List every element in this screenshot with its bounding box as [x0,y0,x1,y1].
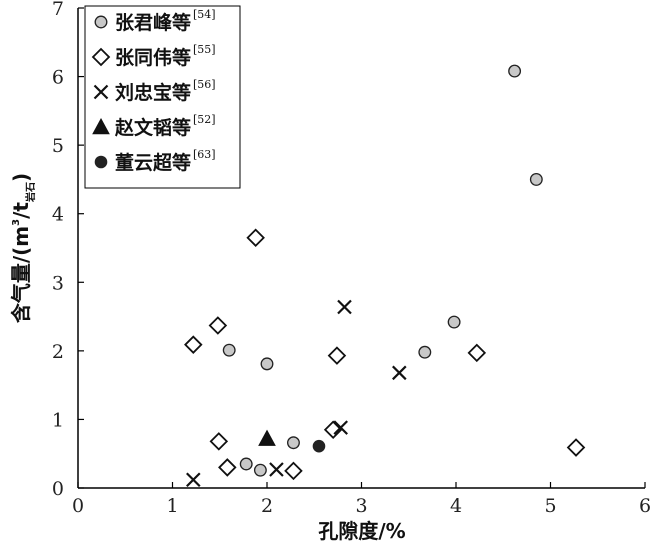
series-2 [186,299,407,488]
data-point [239,457,253,471]
tick-labels: 0 1 2 3 4 5 6 0 1 2 3 4 5 6 7 [52,0,650,517]
legend-ref: [63] [193,148,216,161]
data-point [246,228,265,247]
data-point [284,461,303,481]
data-point [222,343,236,357]
data-point [323,420,343,439]
axes [77,7,646,489]
legend-ref: [54] [193,8,216,21]
legend-entry: 赵文韬等 [114,116,191,139]
data-point [392,365,407,381]
data-point [287,436,300,450]
y-tick-label: 1 [52,409,64,431]
x-tick-label: 1 [166,495,178,517]
x-tick-label: 6 [639,495,650,517]
data-point [253,463,267,477]
data-point [447,315,461,329]
data-point [184,335,203,354]
data-point [260,357,274,371]
data-point [467,343,487,363]
data-point [508,64,522,78]
data-point [312,439,326,453]
legend-entry: 张君峰等 [115,11,191,34]
y-axis-label-close: ) [9,173,33,182]
y-axis-label-sup: 3 [11,219,22,226]
legend-box [84,5,241,189]
y-tick-label: 0 [52,478,64,500]
y-tick-label: 3 [52,272,64,294]
series-1 [184,228,586,481]
legend-entry: 张同伟等 [115,46,191,69]
legend-marker [92,117,110,135]
x-axis-label: 孔隙度/% [318,519,405,543]
x-tick-label: 0 [72,495,84,517]
data-point [333,420,348,435]
y-tick-label: 6 [52,67,64,89]
legend-marker [94,15,108,29]
x-tick-label: 4 [450,495,462,517]
y-axis-label-mid: /t [9,202,33,219]
data-point [337,299,352,315]
data-points [184,64,586,488]
x-tick-label: 3 [355,495,367,517]
y-axis-label-main: 含气量/(m [9,226,33,323]
series-4 [312,439,326,453]
legend: 张君峰等 [54] 张同伟等 [55] 刘忠宝等 [56] 赵文韬等 [52] 董云超等 [63] [84,5,241,189]
y-tick-label: 5 [52,135,64,157]
data-point [566,438,586,457]
y-axis-label-sub: 岩石 [24,182,37,203]
data-point [418,345,432,359]
x-tick-label: 5 [544,495,556,517]
data-point [327,346,347,365]
legend-ref: [56] [193,78,216,91]
data-point [218,458,237,477]
legend-marker [91,47,111,67]
legend-ref: [55] [193,43,216,56]
y-axis-label: 含气量/(m3/t岩石) [9,173,37,323]
legend-entry: 刘忠宝等 [115,81,191,104]
data-point [269,462,284,477]
data-point [529,172,543,186]
legend-ref: [52] [193,113,216,126]
y-tick-label: 4 [52,204,64,226]
legend-entry: 董云超等 [115,151,191,174]
legend-marker [93,84,109,100]
series-0 [222,64,543,477]
data-point [208,316,228,335]
y-tick-label: 2 [52,341,64,363]
series-3 [258,429,276,446]
data-point [186,472,201,488]
legend-marker [94,155,108,169]
data-point [209,432,229,451]
x-tick-label: 2 [261,495,273,517]
data-point [258,429,276,446]
y-tick-label: 7 [52,0,64,20]
